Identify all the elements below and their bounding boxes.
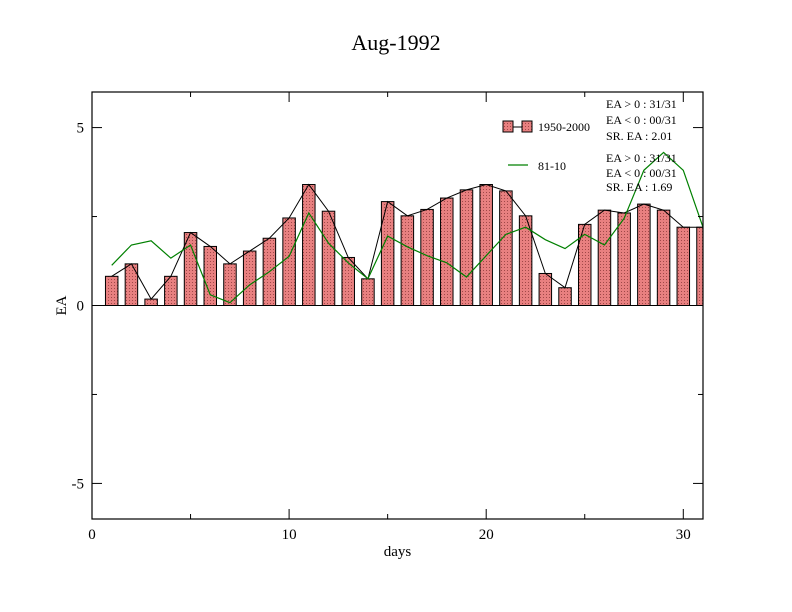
- chart-title: Aug-1992: [351, 30, 440, 55]
- y-tick-label: -5: [72, 476, 85, 492]
- x-tick-label: 0: [88, 527, 96, 543]
- y-tick-label: 0: [77, 299, 85, 315]
- bar: [341, 256, 355, 306]
- legend-item-line: 81-10: [508, 159, 566, 173]
- bar: [361, 278, 375, 306]
- legend-item-bar: 1950-2000: [502, 120, 590, 134]
- stats-block: EA > 0 : 31/31 EA < 0 : 00/31 SR. EA : 2…: [606, 97, 677, 194]
- y-tick-label: 5: [77, 121, 85, 137]
- bar: [124, 263, 139, 306]
- bar: [183, 232, 198, 306]
- bar: [558, 287, 572, 307]
- stats-2-line-1: EA > 0 : 31/31: [606, 151, 677, 165]
- stats-1-line-1: EA > 0 : 31/31: [606, 97, 677, 111]
- bar: [400, 215, 415, 306]
- stats-1-line-2: EA < 0 : 00/31: [606, 113, 677, 127]
- axis-ticks: 0 10 20 30 -5 0 5: [72, 92, 703, 543]
- bar: [459, 189, 474, 307]
- stats-2-line-2: EA < 0 : 00/31: [606, 166, 677, 180]
- x-tick-label: 20: [479, 527, 494, 543]
- legend-label-bar: 1950-2000: [538, 120, 590, 134]
- bar: [696, 226, 704, 306]
- bar: [282, 217, 296, 306]
- legend-bar-swatch-right: [521, 120, 533, 133]
- legend-bar-swatch-left: [502, 120, 514, 133]
- bar: [617, 212, 631, 307]
- legend-label-line: 81-10: [538, 159, 566, 173]
- bar: [104, 275, 119, 306]
- bar: [656, 209, 671, 307]
- bar: [637, 203, 651, 306]
- bar: [479, 184, 493, 306]
- bar: [499, 190, 513, 306]
- bar: [676, 226, 691, 306]
- x-axis-label: days: [384, 544, 412, 560]
- legend: 1950-2000 81-10: [502, 120, 590, 173]
- bar: [302, 184, 316, 306]
- bar: [440, 197, 454, 306]
- bar: [538, 272, 553, 307]
- x-tick-label: 30: [676, 527, 691, 543]
- bar: [242, 250, 257, 306]
- bar: [144, 298, 158, 307]
- plot-area: 0 10 20 30 -5 0 5: [72, 91, 704, 543]
- x-tick-label: 10: [282, 527, 297, 543]
- stats-1-line-3: SR. EA : 2.01: [606, 129, 672, 143]
- bar: [321, 210, 336, 306]
- series-line-81-10: [111, 151, 704, 304]
- y-axis-label: EA: [54, 295, 70, 315]
- bar-outline-line: [111, 183, 703, 300]
- stats-2-line-3: SR. EA : 1.69: [606, 180, 672, 194]
- bar: [597, 209, 612, 307]
